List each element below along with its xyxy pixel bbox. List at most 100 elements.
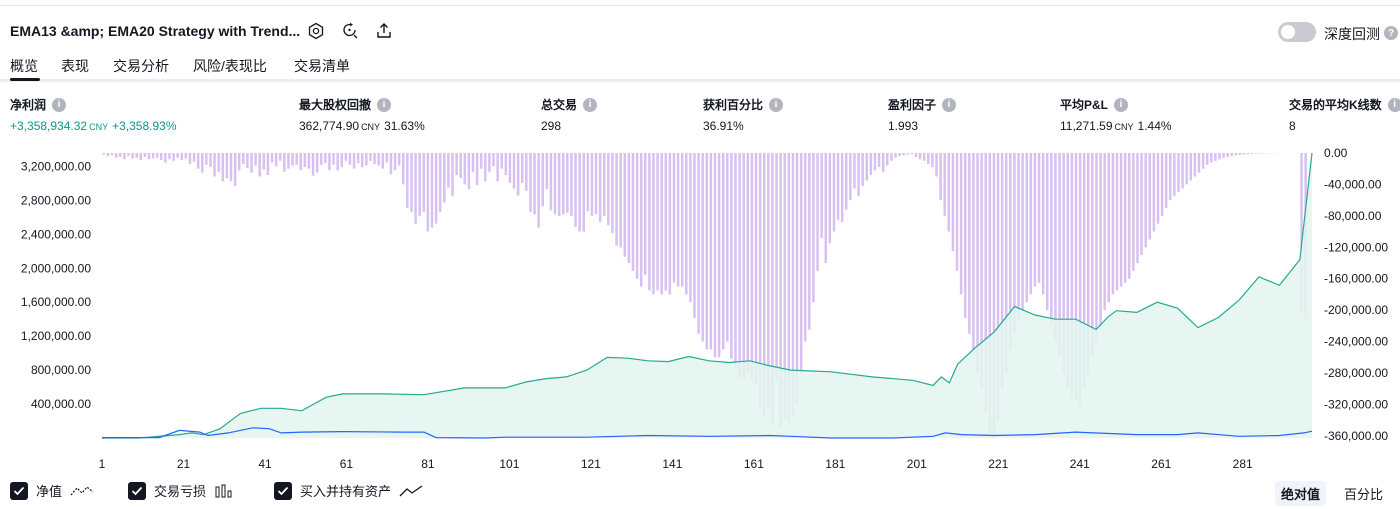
strategy-title[interactable]: EMA13 &amp; EMA20 Strategy with Trend... — [10, 23, 301, 39]
drawdown-bar — [1218, 153, 1221, 160]
info-icon[interactable]: i — [1387, 97, 1400, 112]
drawdown-bar — [426, 153, 430, 232]
drawdown-bar — [471, 153, 475, 172]
drawdown-bar — [619, 153, 622, 248]
metric-value: 1.993 — [888, 119, 919, 133]
right-axis-tick: -320,000.00 — [1324, 397, 1388, 411]
drawdown-bar — [586, 153, 590, 212]
x-axis-tick: 61 — [340, 457, 354, 471]
info-icon[interactable]: i — [583, 97, 598, 112]
drawdown-bar — [180, 153, 184, 161]
drawdown-bar — [914, 153, 918, 157]
tab-trade-list[interactable]: 交易清单 — [294, 58, 350, 74]
drawdown-bar — [385, 153, 389, 163]
drawdown-bar — [291, 153, 294, 166]
drawdown-bar — [438, 153, 442, 212]
drawdown-bar — [787, 153, 791, 425]
drawdown-bar — [935, 153, 938, 177]
drawdown-bar — [886, 153, 889, 166]
info-icon[interactable]: i — [52, 97, 67, 112]
drawdown-bar — [656, 153, 659, 291]
legend-drawdown[interactable]: 交易亏损 — [128, 481, 234, 500]
drawdown-bar — [922, 153, 926, 161]
metric-label: 总交易 — [541, 98, 578, 112]
percent-mode-button[interactable]: 百分比 — [1344, 487, 1384, 502]
drawdown-bar — [1193, 153, 1197, 177]
left-axis-tick: 1,200,000.00 — [21, 329, 91, 343]
metric-unit: CNY — [361, 122, 381, 132]
drawdown-bar — [422, 153, 426, 212]
equity-chart[interactable]: 3,200,000.00 2,800,000.00 2,400,000.00 2,00… — [0, 140, 1400, 475]
info-icon[interactable]: i — [942, 97, 957, 112]
info-icon[interactable]: i — [769, 97, 784, 112]
drawdown-bar — [648, 153, 651, 291]
tab-trade-analysis[interactable]: 交易分析 — [113, 58, 169, 74]
drawdown-bar — [262, 153, 266, 170]
drawdown-bar — [172, 153, 175, 161]
legend-equity[interactable]: 净值 — [10, 481, 94, 500]
checkbox-equity[interactable] — [10, 481, 28, 500]
legend-buy-hold[interactable]: 买入并持有资产 — [274, 481, 423, 500]
drawdown-bar — [791, 153, 795, 417]
drawdown-bar — [898, 153, 901, 157]
drawdown-bar — [1242, 153, 1246, 155]
drawdown-bar — [988, 153, 992, 436]
drawdown-bar — [1230, 153, 1234, 157]
drawdown-bar — [845, 153, 848, 210]
drawdown-bar — [750, 153, 754, 381]
drawdown-bar — [176, 153, 179, 158]
x-axis-tick: 121 — [581, 457, 601, 471]
drawdown-bar — [910, 153, 914, 155]
drawdown-bar — [373, 153, 376, 164]
checkbox-drawdown[interactable] — [128, 481, 146, 500]
drawdown-bar — [992, 153, 996, 438]
export-icon[interactable] — [373, 20, 395, 42]
legend-label: 买入并持有资产 — [300, 484, 392, 499]
drawdown-bar — [131, 153, 134, 159]
drawdown-bar — [873, 153, 877, 171]
drawdown-bar — [1037, 153, 1041, 283]
tab-overview[interactable]: 概览 — [10, 58, 40, 81]
drawdown-bar — [676, 153, 680, 287]
tab-performance[interactable]: 表现 — [61, 58, 89, 74]
settings-icon[interactable] — [305, 20, 327, 42]
tab-risk-ratios[interactable]: 风险/表现比 — [193, 58, 267, 74]
drawdown-bar — [652, 153, 655, 295]
drawdown-bar — [672, 153, 676, 283]
drawdown-bar — [627, 153, 631, 263]
drawdown-bar — [1029, 153, 1033, 295]
legend-label: 净值 — [36, 484, 63, 499]
drawdown-bar — [799, 153, 803, 373]
x-axis-tick: 281 — [1233, 457, 1253, 471]
right-axis-tick: -120,000.00 — [1324, 240, 1388, 254]
drawdown-bar — [516, 153, 520, 196]
drawdown-bar — [730, 153, 733, 359]
drawdown-bar — [512, 153, 516, 189]
drawdown-bar — [1177, 153, 1180, 193]
metric-value: 11,271.59 — [1060, 119, 1113, 133]
absolute-mode-button[interactable]: 绝对值 — [1275, 481, 1327, 506]
equity-line — [102, 152, 1313, 439]
info-icon[interactable]: i — [377, 97, 392, 112]
left-axis: 3,200,000.00 2,800,000.00 2,400,000.00 2,00… — [21, 160, 91, 412]
drawdown-bar — [143, 153, 147, 157]
drawdown-bar — [1045, 153, 1049, 311]
drawdown-bar — [918, 153, 922, 160]
help-icon[interactable]: ? — [1384, 26, 1398, 40]
metric-total-trades: 总交易 i 298 — [541, 96, 598, 133]
drawdown-bar — [389, 153, 393, 175]
drawdown-bar — [783, 153, 786, 421]
drawdown-bar — [119, 153, 122, 157]
drawdown-bar — [1103, 153, 1106, 311]
drawdown-bar — [393, 153, 397, 171]
info-icon[interactable]: i — [1114, 97, 1129, 112]
drawdown-bar — [865, 153, 869, 181]
drawdown-bar — [758, 153, 762, 409]
refresh-zoom-icon[interactable] — [339, 20, 361, 42]
drawdown-bar — [529, 153, 532, 212]
drawdown-bar — [467, 153, 471, 190]
drawdown-bar — [127, 153, 130, 157]
checkbox-buy-hold[interactable] — [274, 481, 292, 500]
deep-backtest-toggle[interactable] — [1278, 22, 1316, 42]
x-axis-tick: 241 — [1070, 457, 1090, 471]
